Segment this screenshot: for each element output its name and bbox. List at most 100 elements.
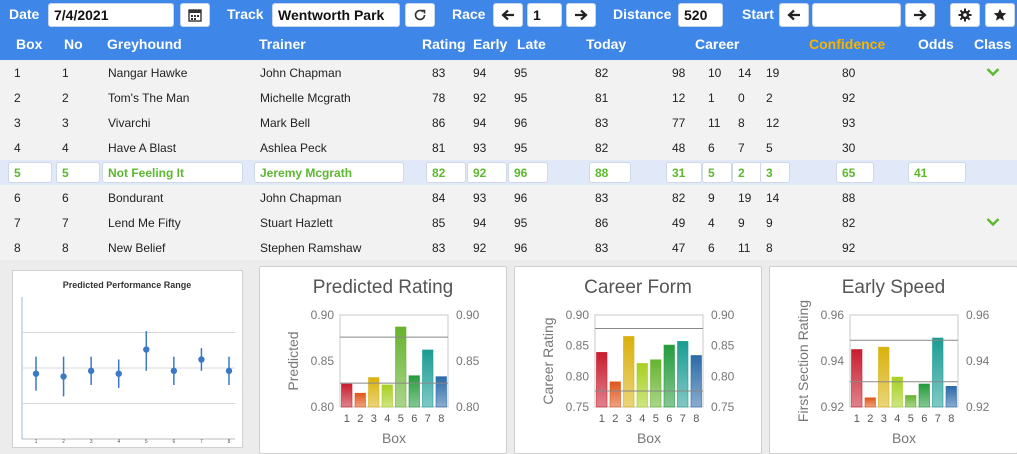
table-row[interactable]: 8 8 New Belief Stephen Ramshaw 83 92 96 83 47 6 11… — [0, 235, 1017, 260]
table-row[interactable]: 6 6 Bondurant John Chapman 84 93 96 83 82 9 19 14 88 — [0, 185, 1017, 210]
cell-today: 83 — [595, 191, 609, 205]
bar — [677, 341, 689, 408]
bar — [945, 386, 957, 408]
bar — [596, 352, 608, 408]
cell-c3[interactable]: 3 — [760, 162, 790, 183]
race-input[interactable]: 1 — [527, 3, 562, 27]
race-next-button[interactable] — [566, 3, 596, 27]
col-career[interactable]: Career — [695, 36, 740, 52]
date-label: Date — [9, 6, 40, 22]
cell-today: 86 — [595, 216, 609, 230]
cell-no[interactable]: 5 — [56, 162, 100, 183]
cell-c1[interactable]: 5 — [702, 162, 732, 183]
refresh-button[interactable] — [405, 3, 435, 27]
arrow-right-icon — [914, 9, 927, 21]
cell-career[interactable]: 31 — [666, 162, 702, 183]
cell-odds[interactable]: 41 — [908, 162, 966, 183]
start-next-button[interactable] — [905, 3, 935, 27]
calendar-button[interactable] — [180, 3, 210, 27]
y-tick-label: 0.90 — [566, 308, 590, 322]
cell-c3: 5 — [766, 141, 773, 155]
cell-greyhound: Vivarchi — [108, 116, 151, 130]
cell-rating: 83 — [432, 241, 446, 255]
cell-rating: 81 — [432, 141, 446, 155]
y-axis-label: First Section Rating — [795, 300, 811, 422]
col-early[interactable]: Early — [473, 36, 508, 52]
cell-early: 92 — [473, 91, 487, 105]
cell-greyhound: Bondurant — [108, 191, 164, 205]
x-tick-label: 5 — [653, 413, 659, 425]
x-tick-label: 1 — [599, 413, 605, 425]
bar — [395, 326, 407, 408]
cell-confidence[interactable]: 65 — [836, 162, 874, 183]
cell-rating[interactable]: 82 — [426, 162, 466, 183]
cell-trainer: Michelle Mcgrath — [260, 91, 351, 105]
chevron-down-icon[interactable] — [986, 67, 1000, 77]
col-today[interactable]: Today — [586, 36, 627, 52]
col-late[interactable]: Late — [517, 36, 546, 52]
plot-frame — [849, 314, 959, 408]
cell-c1: 11 — [708, 116, 721, 130]
x-tick-label: 6 — [921, 413, 927, 425]
cell-today: 83 — [595, 116, 609, 130]
cell-box: 4 — [14, 141, 21, 155]
data-point — [225, 367, 233, 375]
cell-trainer: Stephen Ramshaw — [260, 241, 362, 255]
y-tick-label-right: 0.85 — [456, 354, 480, 368]
performance-range-svg: Predicted Performance Range 1 2 3 4 5 6 7 8 — [21, 280, 235, 445]
distance-input[interactable]: 520 — [678, 3, 723, 27]
cell-box[interactable]: 5 — [8, 162, 52, 183]
gear-icon — [958, 8, 972, 22]
start-prev-button[interactable] — [779, 3, 809, 27]
race-prev-button[interactable] — [493, 3, 523, 27]
cell-greyhound: Nangar Hawke — [108, 66, 188, 80]
y-axis-label: Predicted — [285, 331, 301, 390]
col-rating[interactable]: Rating — [422, 36, 466, 52]
cell-c2: 8 — [738, 116, 745, 130]
col-class[interactable]: Class — [974, 36, 1012, 52]
table-row[interactable]: 7 7 Lend Me Fifty Stuart Hazlett 85 94 95 86 49 4… — [0, 210, 1017, 235]
table-row[interactable]: 4 4 Have A Blast Ashlea Peck 81 93 95 82 48 6 7 5 30 — [0, 135, 1017, 160]
cell-trainer[interactable]: Jeremy Mcgrath — [254, 162, 404, 183]
cell-career: 47 — [672, 241, 686, 255]
cell-today[interactable]: 88 — [589, 162, 631, 183]
y-tick-label: 0.85 — [311, 354, 335, 368]
table-row[interactable]: 3 3 Vivarchi Mark Bell 86 94 96 83 77 11 8 12 93 — [0, 110, 1017, 135]
col-trainer[interactable]: Trainer — [259, 36, 306, 52]
bar — [905, 395, 917, 408]
cell-early[interactable]: 92 — [467, 162, 507, 183]
x-tick-label: 2 — [612, 413, 618, 425]
table-row[interactable]: 1 1 Nangar Hawke John Chapman 83 94 95 82 98 10 14… — [0, 60, 1017, 85]
cell-c1: 6 — [708, 141, 715, 155]
bar — [864, 397, 876, 408]
cell-greyhound[interactable]: Not Feeling It — [102, 162, 243, 183]
favourite-button[interactable] — [985, 3, 1015, 27]
cell-late[interactable]: 96 — [508, 162, 548, 183]
settings-button[interactable] — [950, 3, 980, 27]
col-box[interactable]: Box — [16, 36, 43, 52]
start-input[interactable] — [812, 3, 901, 27]
cell-no: 4 — [62, 141, 69, 155]
cell-early: 94 — [473, 66, 487, 80]
cell-c3: 19 — [766, 66, 780, 80]
date-input[interactable]: 7/4/2021 — [48, 3, 174, 27]
col-no[interactable]: No — [64, 36, 83, 52]
x-tick-label: 3 — [881, 413, 887, 425]
col-confidence[interactable]: Confidence — [809, 36, 886, 52]
predicted-rating-svg: 1 2 3 4 5 6 7 8 0.80 0.80 0.85 0.85 0.90 0.90 Box Predi… — [285, 308, 480, 446]
col-odds[interactable]: Odds — [918, 36, 954, 52]
x-tick-label: 7 — [200, 439, 203, 445]
cell-c2[interactable]: 2 — [732, 162, 762, 183]
calendar-icon — [188, 9, 202, 22]
cell-c3: 14 — [766, 191, 780, 205]
x-tick-label: 4 — [639, 413, 645, 425]
y-tick-label-right: 0.75 — [711, 400, 735, 414]
chevron-down-icon[interactable] — [986, 217, 1000, 227]
table-row[interactable]: 5 5 Not Feeling It Jeremy Mcgrath 82 92 96 88 31… — [0, 160, 1017, 185]
table-row[interactable]: 2 2 Tom's The Man Michelle Mcgrath 78 92 95 81 1… — [0, 85, 1017, 110]
track-input[interactable]: Wentworth Park — [272, 3, 400, 27]
cell-early: 93 — [473, 141, 487, 155]
performance-range-chart: Predicted Performance Range 1 2 3 4 5 6 7 8 — [12, 270, 243, 448]
x-tick-label: 2 — [867, 413, 873, 425]
col-greyhound[interactable]: Greyhound — [107, 36, 182, 52]
